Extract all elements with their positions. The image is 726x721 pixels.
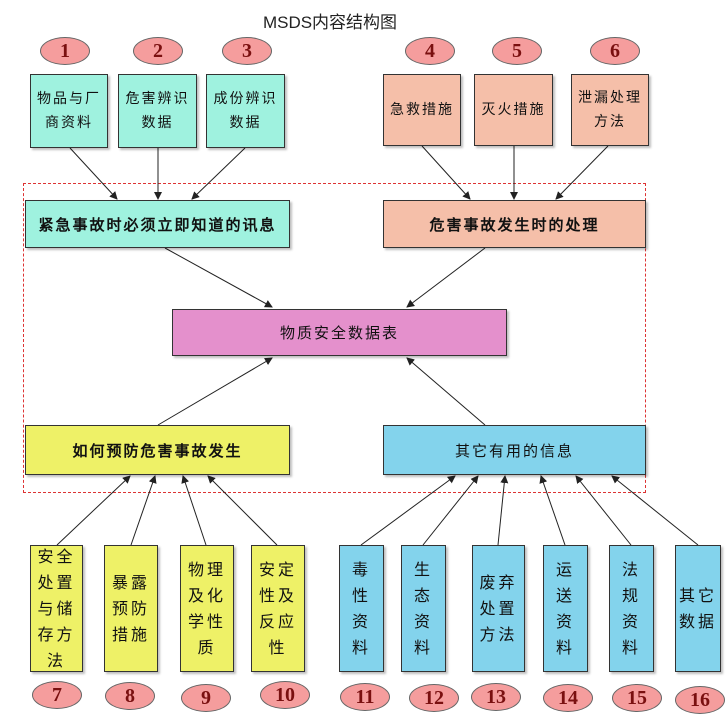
center-msds: 物质安全数据表 [172,309,507,356]
group-handling: 危害事故发生时的处理 [383,200,646,248]
badge-2: 2 [133,37,183,65]
badge-9: 9 [181,684,231,712]
arrow-prevention-center [157,357,273,426]
badge-8: 8 [105,682,155,710]
item-box-9: 物理及化学性质 [180,545,234,672]
badge-7: 7 [32,681,82,709]
badge-1: 1 [40,37,90,65]
diagram-title: MSDS内容结构图 [262,13,398,32]
arrow-1 [69,147,118,200]
arrow-3 [191,147,246,200]
item-box-10: 安定性及反应性 [251,545,305,672]
arrow-16 [611,475,699,546]
arrow-other-center [406,357,486,426]
arrow-handling-center [406,247,486,308]
item-box-15: 法规资料 [609,545,654,672]
item-box-1: 物品与厂商资料 [30,74,108,148]
badge-16: 16 [675,686,725,714]
group-emergency: 紧急事故时必须立即知道的讯息 [25,200,290,248]
item-box-16: 其它数据 [675,545,721,672]
badge-13: 13 [471,683,521,711]
item-box-7: 安全处置与储存方法 [30,545,83,672]
badge-12: 12 [409,684,459,712]
badge-14: 14 [543,684,593,712]
badge-5: 5 [492,37,542,65]
item-box-6: 泄漏处理方法 [571,74,649,146]
arrow-emergency-center [164,247,273,308]
badge-15: 15 [612,684,662,712]
badge-11: 11 [340,683,390,711]
group-other: 其它有用的信息 [383,425,646,475]
arrow-12 [422,475,479,546]
item-box-12: 生态资料 [401,545,446,672]
core-section-border [23,183,646,493]
item-box-3: 成份辨识数据 [206,74,285,148]
badge-6: 6 [590,37,640,65]
arrow-6 [555,145,609,200]
item-box-8: 暴露预防措施 [104,545,158,672]
group-prevention: 如何预防危害事故发生 [25,425,290,475]
arrow-10 [207,475,278,546]
item-box-13: 废弃处置方法 [472,545,525,672]
item-box-4: 急救措施 [383,74,461,146]
item-box-11: 毒性资料 [339,545,384,672]
arrow-14 [539,475,566,546]
item-box-5: 灭火措施 [474,74,553,146]
arrow-8 [130,475,157,546]
arrow-7 [56,475,131,546]
item-box-2: 危害辨识数据 [118,74,197,148]
arrow-4 [421,145,471,200]
badge-10: 10 [260,681,310,709]
arrow-11 [360,475,456,546]
arrow-9 [181,475,207,546]
arrow-15 [575,475,632,546]
arrow-13 [497,475,509,546]
item-box-14: 运送资料 [543,545,588,672]
badge-3: 3 [222,37,272,65]
badge-4: 4 [405,37,455,65]
